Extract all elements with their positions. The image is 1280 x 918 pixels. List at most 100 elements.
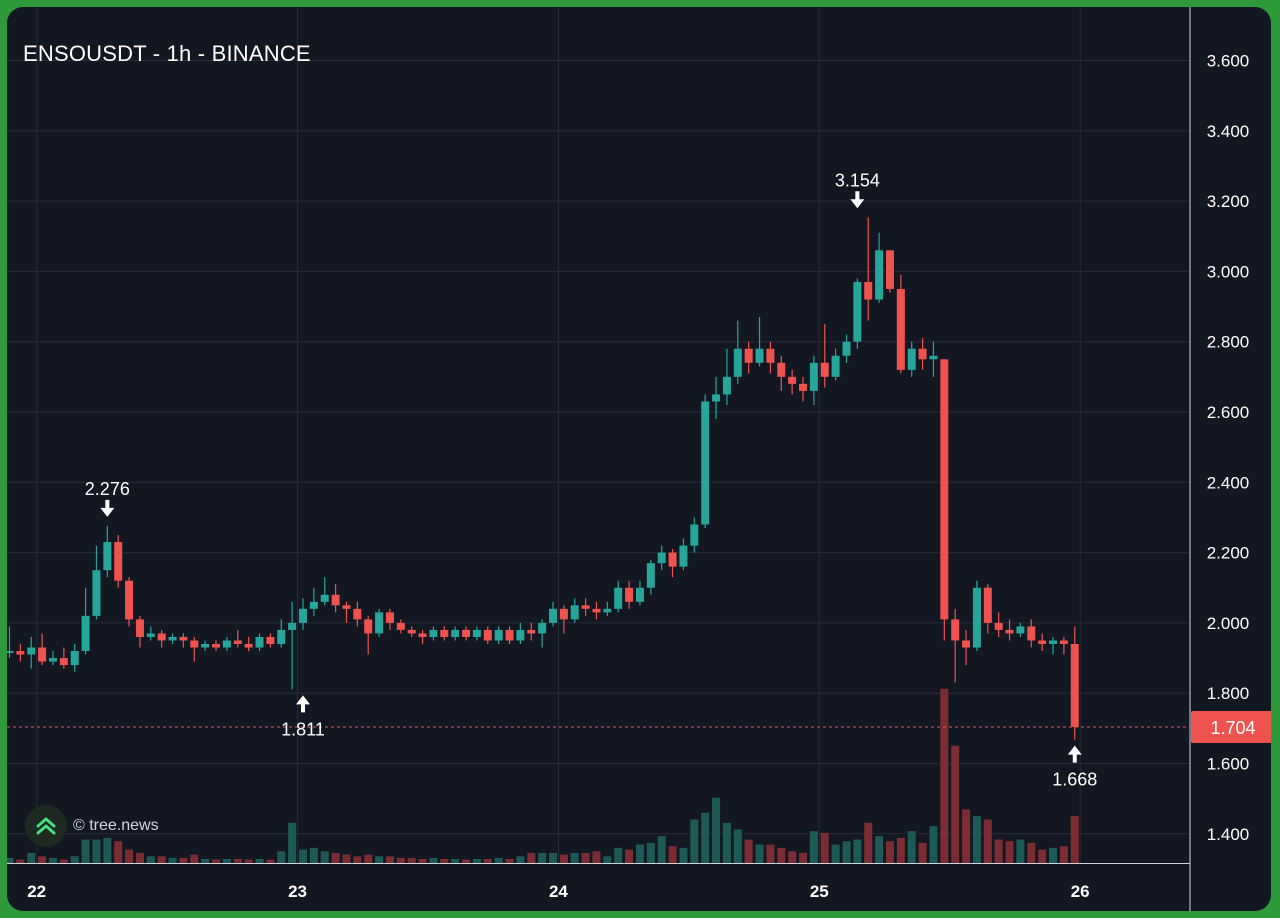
candle-body	[907, 348, 916, 370]
candle-body	[549, 608, 557, 623]
x-tick-label: 22	[27, 882, 46, 901]
candle-body	[777, 362, 786, 377]
candle-body	[396, 622, 405, 630]
high-label: 3.154	[835, 170, 880, 190]
candle-body	[483, 629, 492, 641]
candle-body	[940, 359, 949, 620]
volume-bar	[222, 858, 231, 863]
volume-bar	[1038, 849, 1047, 863]
candle-body	[1027, 626, 1036, 641]
watermark-text: © tree.news	[73, 817, 159, 834]
candle-body	[451, 629, 460, 637]
candle-body	[570, 605, 579, 620]
candle-body	[635, 587, 644, 602]
candle-body	[1016, 626, 1025, 634]
volume-bar	[288, 822, 297, 863]
volume-bar	[375, 856, 384, 863]
volume-bar	[1005, 841, 1014, 863]
volume-bar	[722, 822, 731, 863]
candle-body	[603, 608, 612, 613]
volume-bar	[570, 852, 579, 863]
low-label: 1.668	[1052, 770, 1097, 790]
x-tick-label: 25	[810, 882, 829, 901]
y-tick-label: 2.800	[1207, 333, 1250, 352]
candle-body	[679, 545, 688, 567]
volume-bar	[70, 856, 79, 863]
double-chevron-up-icon	[25, 805, 67, 847]
candle-body	[972, 587, 981, 648]
candle-body	[222, 640, 231, 648]
candle-body	[918, 348, 927, 360]
volume-bar	[59, 859, 68, 863]
candle-body	[701, 401, 710, 525]
current-price-label: 1.704	[1210, 718, 1255, 738]
volume-bar	[1059, 846, 1068, 863]
candle-body	[592, 608, 601, 613]
volume-bar	[364, 854, 373, 863]
volume-bar	[320, 851, 329, 863]
x-tick-label: 23	[288, 882, 307, 901]
volume-bar	[16, 859, 25, 863]
candle-body	[146, 633, 155, 637]
volume-bar	[125, 849, 134, 863]
candle-body	[951, 619, 960, 641]
volume-bar	[277, 851, 286, 863]
candle-body	[114, 542, 123, 581]
volume-bar	[896, 837, 905, 863]
candle-body	[7, 651, 14, 654]
candle-body	[831, 355, 840, 377]
candle-body	[103, 542, 112, 571]
volume-bar	[429, 857, 438, 863]
volume-bar	[440, 858, 449, 863]
arrow-up-icon	[1067, 745, 1082, 763]
volume-bar	[679, 847, 688, 863]
volume-bar	[907, 831, 916, 863]
y-tick-label: 1.400	[1207, 825, 1250, 844]
high-label: 2.276	[85, 479, 130, 499]
candles	[7, 217, 1079, 740]
candle-body	[375, 612, 384, 634]
candle-body	[896, 288, 905, 370]
candle-body	[875, 250, 884, 300]
volume-bar	[951, 745, 960, 863]
candle-body	[712, 394, 721, 402]
candlestick-chart[interactable]: 3.600 3.400 3.200 3.000 2.800 2.600 2.400 2.200…	[7, 7, 1271, 911]
candle-body	[277, 629, 286, 644]
volume-bar	[451, 858, 460, 863]
volume-bar	[646, 842, 655, 863]
volume-bar	[864, 822, 873, 863]
y-tick-label: 2.000	[1207, 614, 1250, 633]
candle-body	[994, 622, 1003, 630]
volume-bar	[929, 826, 938, 863]
candle-body	[766, 348, 775, 363]
candle-body	[809, 362, 818, 391]
volume-bar	[799, 852, 808, 863]
volume-bar	[766, 844, 775, 863]
candle-body	[668, 552, 677, 567]
y-tick-label: 1.800	[1207, 684, 1250, 703]
volume-bar	[146, 856, 155, 863]
volume-bar	[407, 857, 416, 863]
volume-bar	[27, 852, 36, 863]
volume-bar	[1016, 839, 1025, 863]
volume-bar	[462, 859, 471, 863]
volume-bar	[994, 839, 1003, 863]
volume-bar	[1027, 842, 1036, 863]
volume-bar	[179, 857, 188, 863]
volume-bar	[625, 849, 634, 863]
candle-body	[690, 524, 699, 546]
volume-bar	[157, 856, 166, 863]
candle-body	[353, 608, 362, 620]
y-tick-label: 2.600	[1207, 403, 1250, 422]
x-tick-label: 26	[1071, 882, 1090, 901]
volume-bar	[48, 857, 57, 863]
volume-bar	[592, 851, 601, 863]
volume-bar	[418, 858, 427, 863]
volume-bar	[635, 844, 644, 863]
volume-bar	[1070, 816, 1079, 863]
candle-body	[494, 629, 503, 641]
volume-bar	[266, 859, 275, 863]
volume-bar	[168, 857, 177, 863]
volume-bar	[385, 856, 394, 863]
volume-bar	[538, 852, 547, 863]
